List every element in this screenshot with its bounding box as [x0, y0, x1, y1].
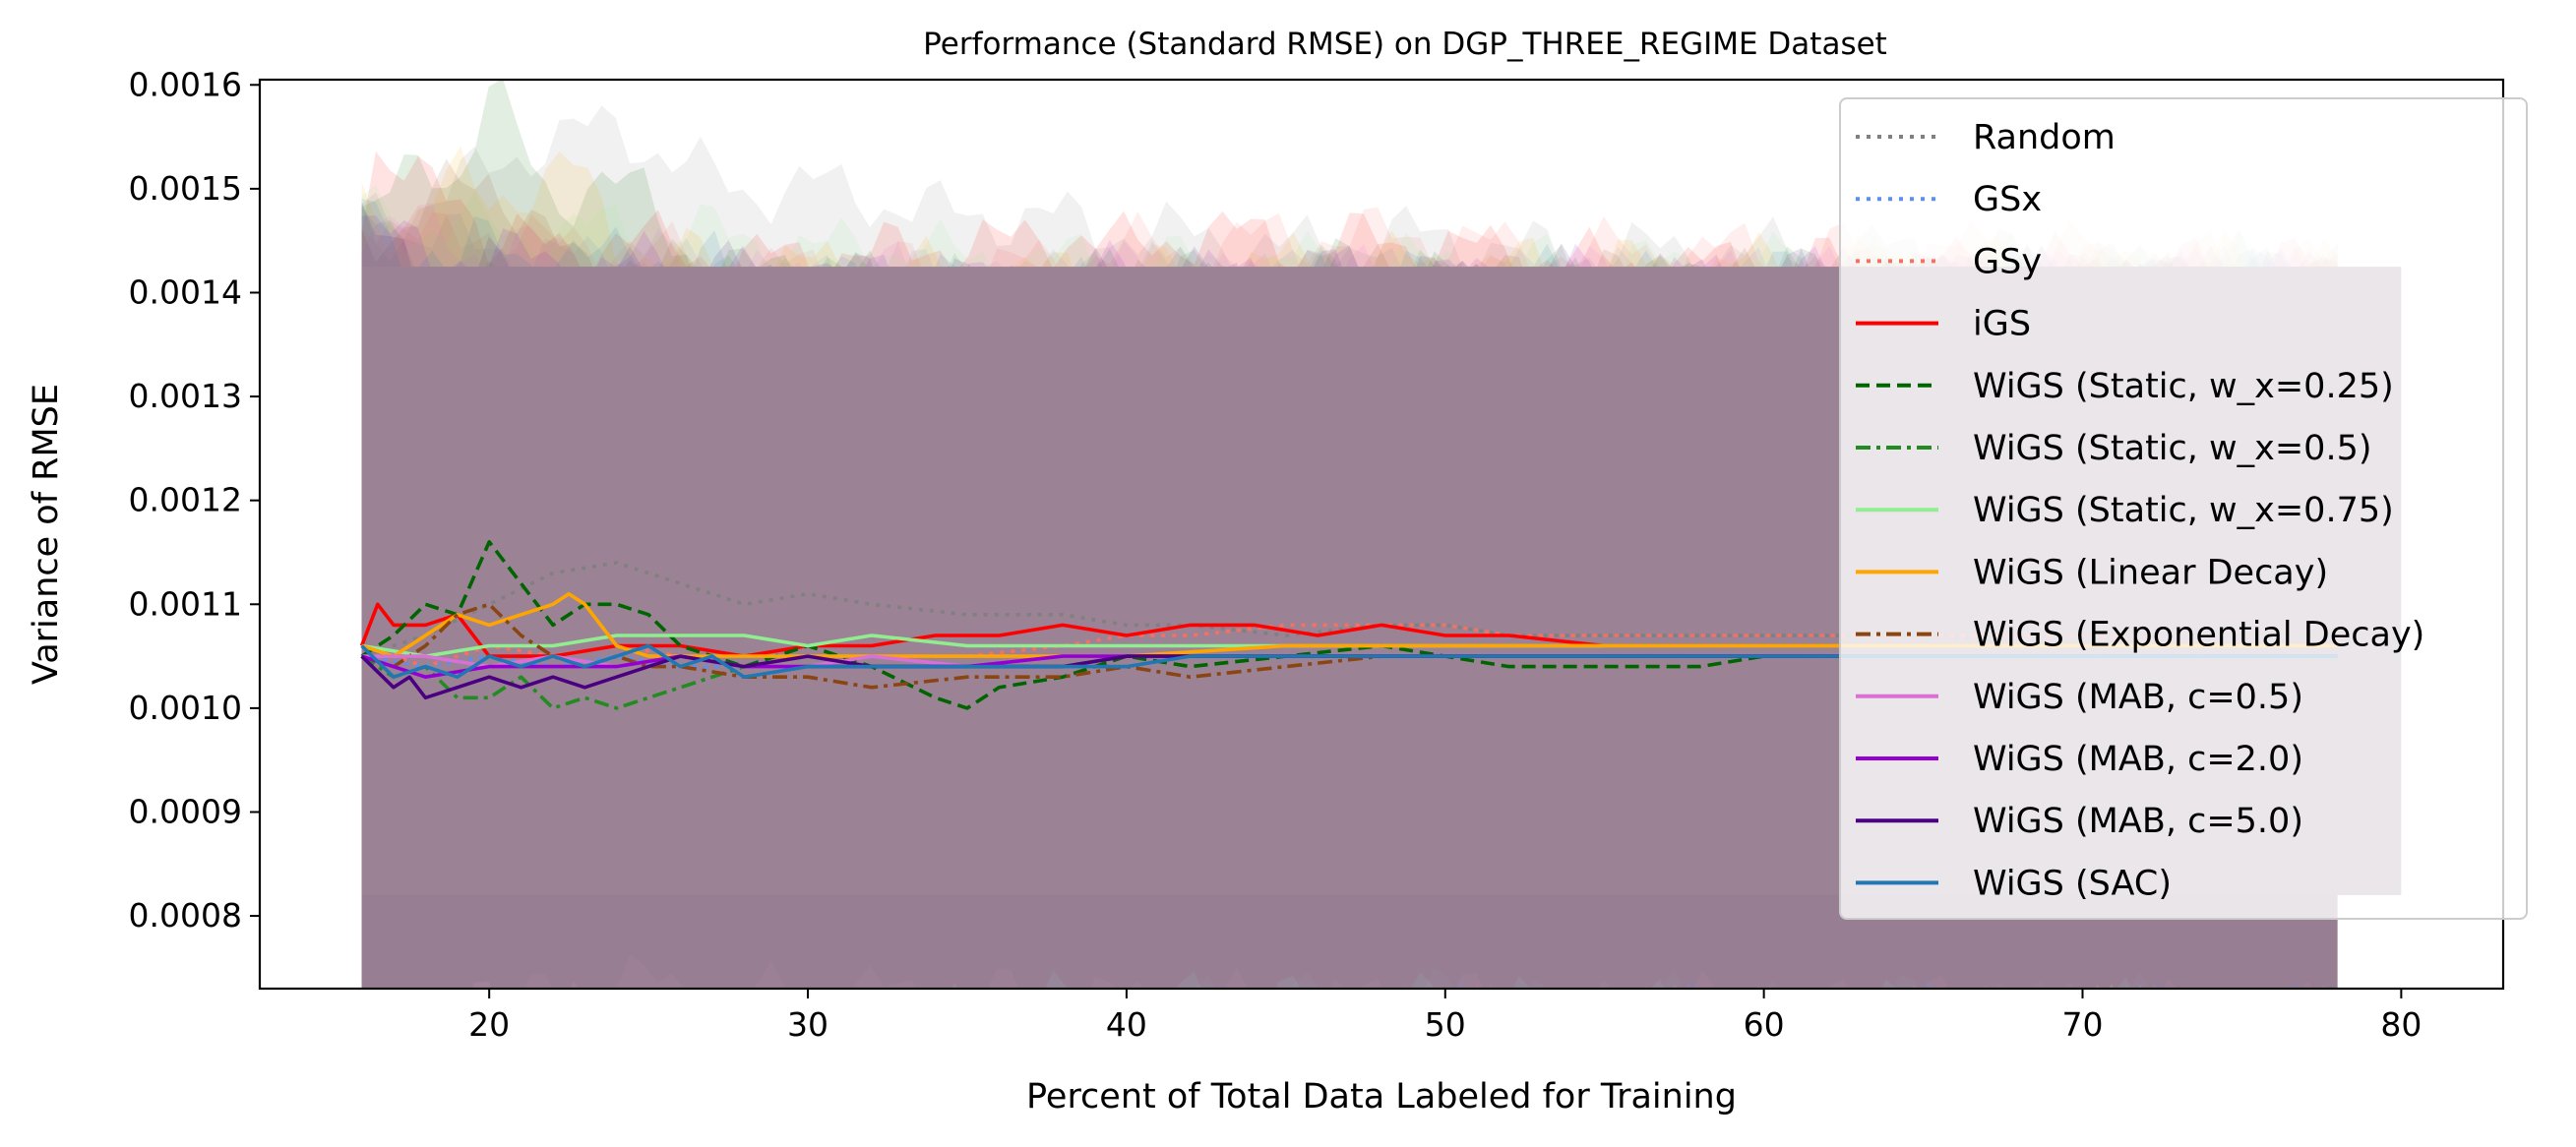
y-axis-ticks: 0.0008 0.0009 0.0010 0.0011 0.0012 0.0013 0.00…: [129, 65, 260, 935]
y-tick-label: 0.0011: [129, 584, 242, 623]
legend-label: Random: [1973, 118, 2116, 157]
legend-label: WiGS (MAB, c=5.0): [1973, 802, 2303, 841]
legend: Random GSx GSy iGS WiGS (Static, w_x=0.25) Wi…: [1840, 98, 2527, 919]
y-tick-label: 0.0013: [129, 377, 242, 415]
x-tick-label: 60: [1744, 1005, 1785, 1044]
legend-label: GSy: [1973, 242, 2042, 281]
y-tick-label: 0.0014: [129, 272, 242, 311]
x-tick-label: 50: [1425, 1005, 1466, 1044]
legend-label: WiGS (Static, w_x=0.75): [1973, 491, 2394, 530]
x-tick-label: 40: [1106, 1005, 1147, 1044]
chart-title: Performance (Standard RMSE) on DGP_THREE…: [923, 27, 1887, 62]
legend-label: WiGS (SAC): [1973, 864, 2172, 903]
legend-label: WiGS (MAB, c=0.5): [1973, 678, 2303, 717]
x-tick-label: 30: [787, 1005, 828, 1044]
legend-label: iGS: [1973, 305, 2031, 344]
y-tick-label: 0.0008: [129, 896, 242, 935]
legend-label: WiGS (Static, w_x=0.25): [1973, 367, 2394, 406]
legend-label: WiGS (Static, w_x=0.5): [1973, 429, 2372, 468]
y-axis-label: Variance of RMSE: [27, 384, 66, 685]
x-tick-label: 80: [2380, 1005, 2422, 1044]
y-tick-label: 0.0012: [129, 481, 242, 519]
x-axis-label: Percent of Total Data Labeled for Traini…: [1026, 1077, 1737, 1117]
legend-label: WiGS (Exponential Decay): [1973, 616, 2424, 655]
y-tick-label: 0.0010: [129, 689, 242, 727]
y-tick-label: 0.0015: [129, 169, 242, 208]
x-tick-label: 20: [468, 1005, 510, 1044]
legend-label: GSx: [1973, 180, 2042, 219]
legend-label: WiGS (MAB, c=2.0): [1973, 740, 2303, 779]
y-tick-label: 0.0009: [129, 792, 242, 830]
y-tick-label: 0.0016: [129, 65, 242, 103]
x-tick-label: 70: [2062, 1005, 2104, 1044]
legend-label: WiGS (Linear Decay): [1973, 553, 2328, 592]
